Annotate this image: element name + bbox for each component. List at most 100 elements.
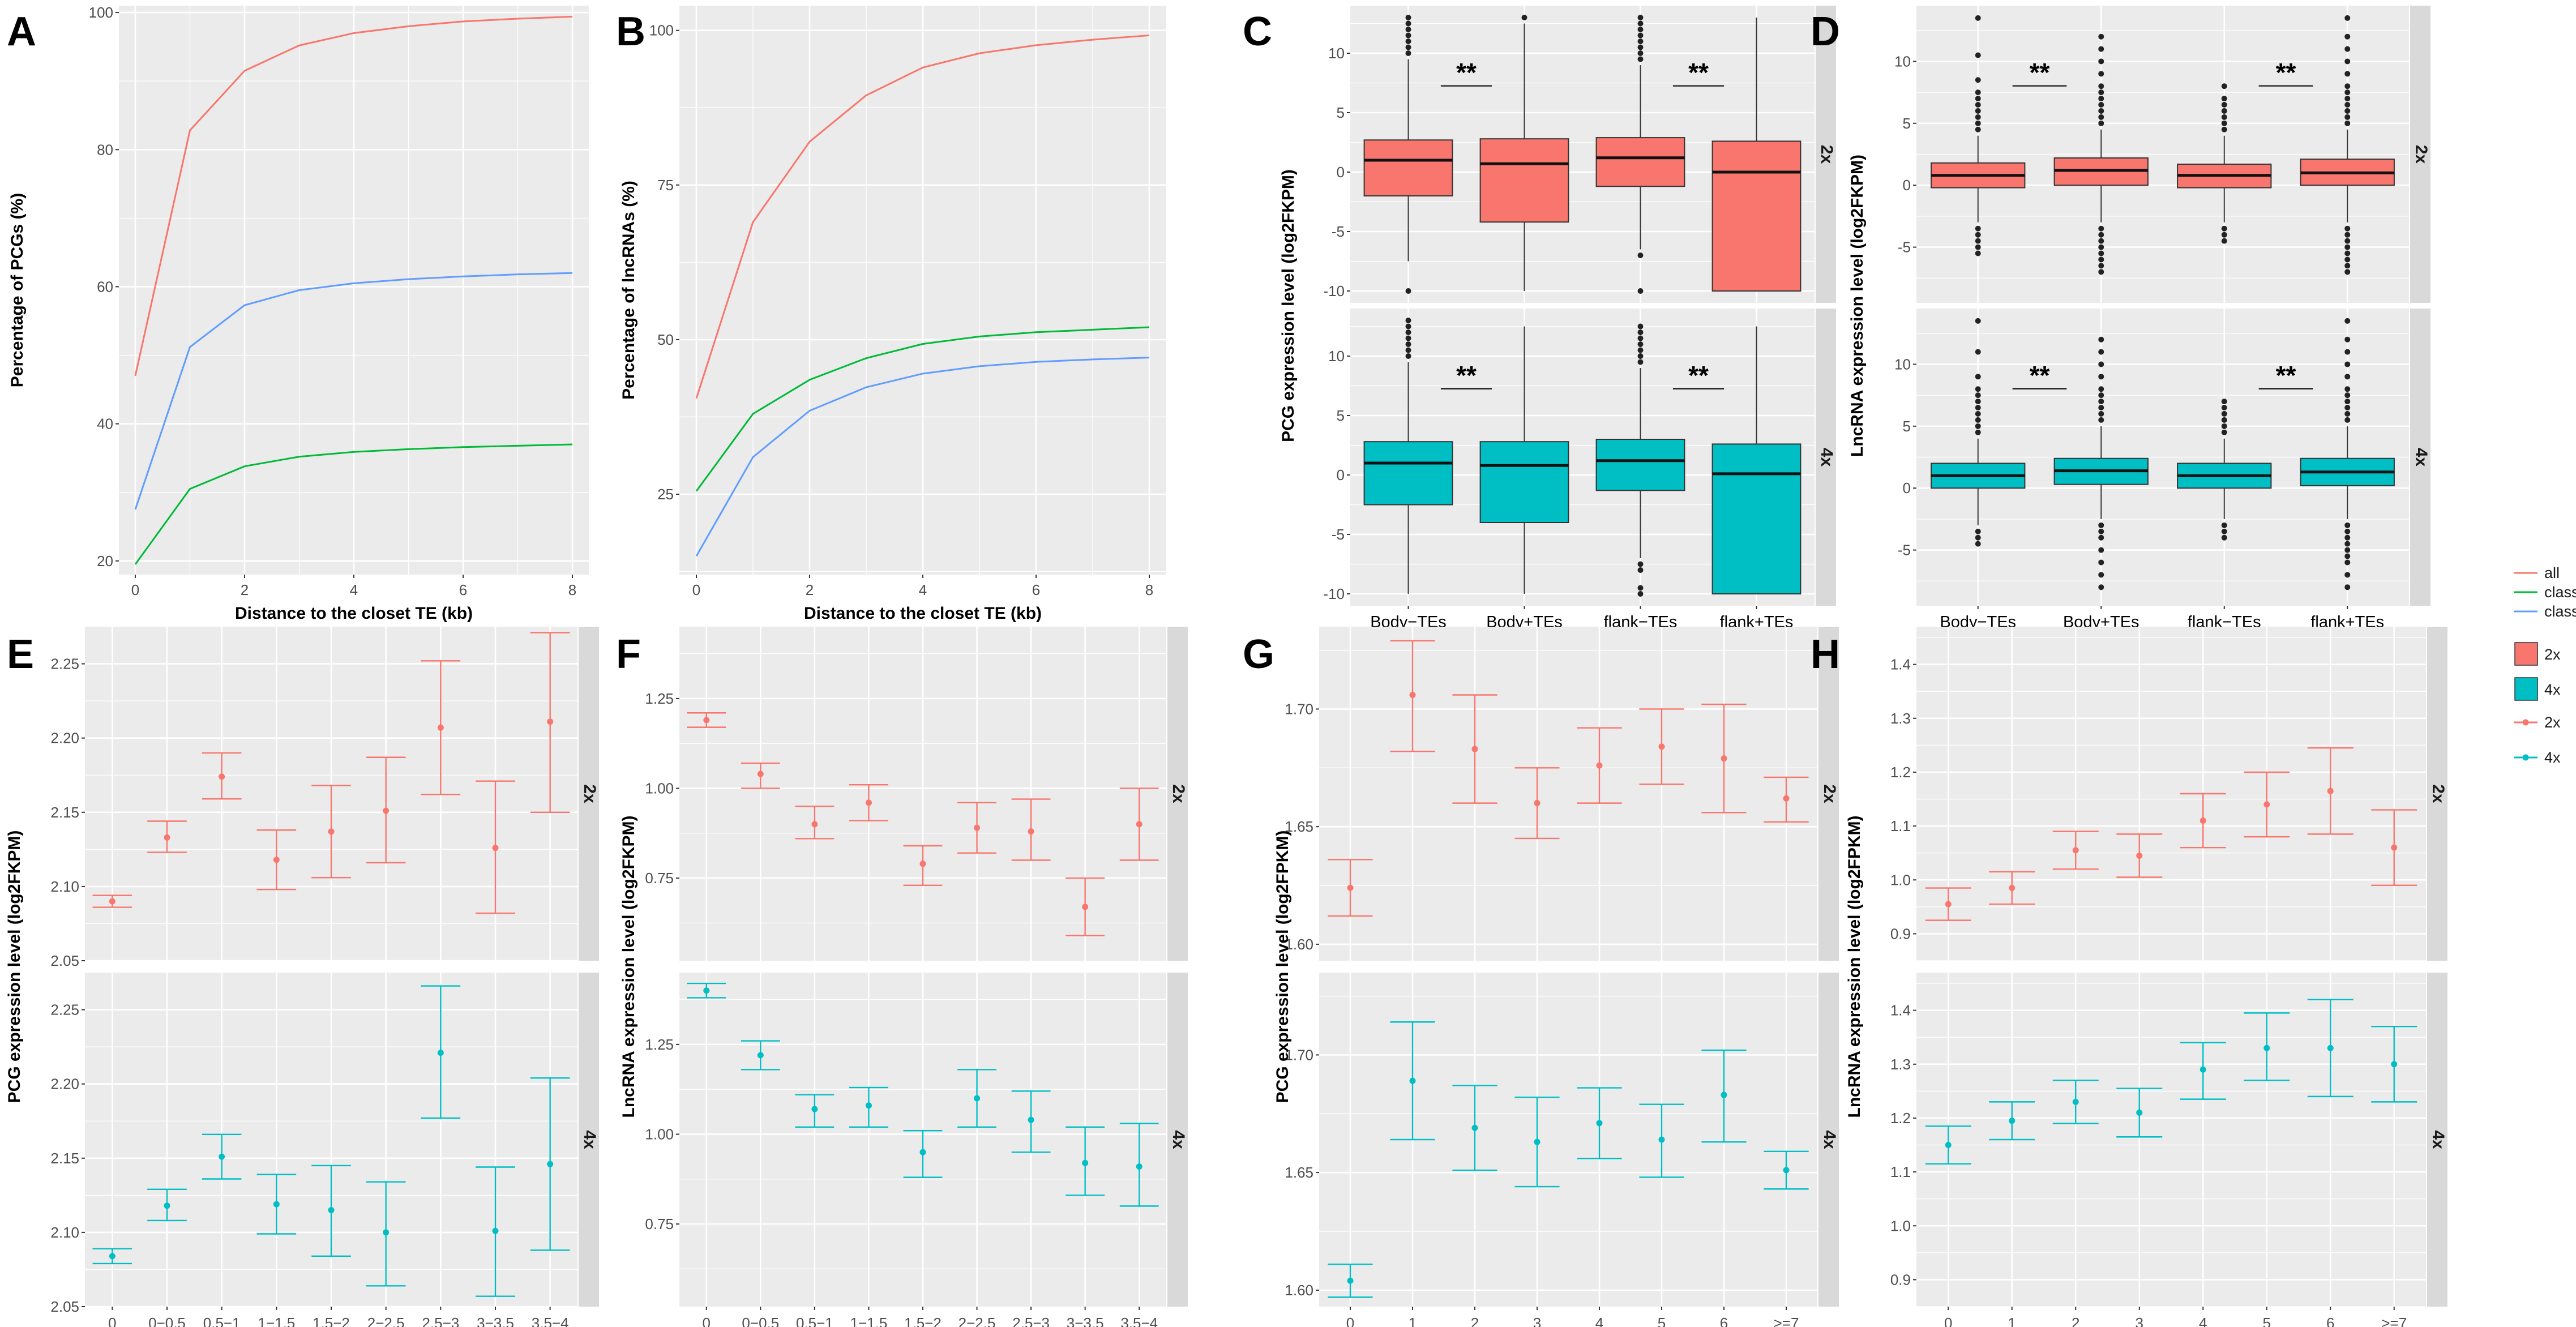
y-tick-label: 60 (97, 278, 113, 295)
outlier-point (1975, 108, 1981, 114)
x-tick-label: 8 (568, 581, 576, 598)
outlier-point (1637, 38, 1644, 44)
outlier-point (1637, 585, 1644, 591)
outlier-point (2098, 46, 2104, 52)
outlier-point (1405, 20, 1411, 27)
y-tick-label: -5 (1898, 542, 1911, 559)
outlier-point (2098, 33, 2104, 40)
legend: all class I class II 2x 4x 2x 4x (2514, 564, 2576, 766)
outlier-point (1975, 386, 1981, 392)
panel-h: 0.9 1.0 1.1 1.2 1.3 1.4 2x 0.9 1.0 1.1 1.2 1.3 1.4 4x… (1845, 627, 2447, 1327)
outlier-point (1975, 250, 1981, 256)
y-tick-label: 0.9 (1890, 925, 1911, 942)
outlier-point (2098, 96, 2104, 102)
y-tick-label: 0.9 (1890, 1271, 1911, 1288)
mean-point (273, 857, 280, 863)
box (1479, 441, 1569, 524)
outlier-point (2344, 71, 2351, 77)
x-tick-label: 2 (1471, 1315, 1479, 1327)
outlier-point (1975, 528, 1981, 534)
mean-point (1082, 904, 1089, 910)
outlier-point (2344, 553, 2351, 559)
y-axis-label: PCG expression level (log2FKPM) (1279, 169, 1298, 442)
x-tick-label: 0.5−1 (203, 1315, 241, 1327)
outlier-point (2098, 269, 2104, 275)
y-tick-label: 2.05 (50, 1298, 79, 1315)
outlier-point (2344, 58, 2351, 65)
x-tick-label: 4 (2199, 1315, 2207, 1327)
y-tick-label: 1.4 (1890, 656, 1911, 673)
outlier-point (2098, 102, 2104, 108)
outlier-point (1975, 114, 1981, 120)
outlier-point (2344, 244, 2351, 250)
outlier-point (1975, 238, 1981, 244)
outlier-point (2344, 541, 2351, 547)
outlier-point (1405, 341, 1411, 347)
outlier-point (1637, 591, 1644, 597)
y-tick-label: 75 (657, 177, 674, 194)
y-tick-label: 1.2 (1890, 764, 1911, 781)
outlier-point (2344, 386, 2351, 392)
outlier-point (1975, 225, 1981, 232)
outlier-point (1637, 27, 1644, 32)
outlier-point (2344, 114, 2351, 120)
outlier-point (1975, 318, 1981, 324)
y-tick-label: 0 (1903, 480, 1911, 496)
outlier-point (2098, 386, 2104, 392)
y-axis-label: Percentage of PCGs (%) (8, 193, 27, 387)
outlier-point (1975, 126, 1981, 132)
y-tick-label: 1.3 (1890, 1056, 1911, 1073)
y-tick-label: 1.70 (1285, 700, 1313, 717)
panel-a: 20 40 60 80 100 0 2 4 6 8 Distance to the closet T… (8, 4, 589, 623)
x-tick-label: 2−2.5 (367, 1315, 405, 1327)
outlier-point (1637, 32, 1644, 38)
y-axis-label: Percentage of lncRNAs (%) (619, 181, 638, 400)
y-tick-label: 2.15 (50, 804, 79, 821)
y-tick-label: 5 (1903, 115, 1911, 132)
series-line-class-II (134, 272, 573, 510)
outlier-point (1637, 20, 1644, 27)
outlier-point (2098, 83, 2104, 89)
mean-point (1596, 762, 1603, 769)
x-tick-label: 1 (2008, 1315, 2016, 1327)
x-tick-label: 1−1.5 (850, 1315, 888, 1327)
y-tick-label: 1.65 (1285, 818, 1313, 835)
facet-2x: 0.9 1.0 1.1 1.2 1.3 1.4 2x (1890, 627, 2447, 961)
outlier-point (1975, 392, 1981, 399)
outlier-point (1637, 252, 1644, 258)
x-tick-label: 1 (1409, 1315, 1417, 1327)
x-tick-label: 2 (241, 581, 249, 598)
outlier-point (2098, 547, 2104, 553)
x-tick-label: 0 (1346, 1315, 1354, 1327)
y-tick-label: 80 (97, 141, 113, 158)
significance-label: ** (2030, 58, 2050, 87)
outlier-point (2221, 238, 2227, 244)
outlier-point (2344, 15, 2351, 21)
outlier-point (2098, 349, 2104, 355)
outlier-point (1405, 318, 1411, 323)
outlier-point (2344, 102, 2351, 108)
outlier-point (2221, 399, 2227, 405)
facet-strip (2427, 627, 2447, 961)
outlier-point (2344, 522, 2351, 528)
outlier-point (2344, 120, 2351, 126)
mean-point (1409, 691, 1416, 698)
significance-label: ** (1456, 361, 1477, 390)
outlier-point (2098, 336, 2104, 343)
y-tick-label: 100 (649, 22, 674, 39)
x-tick-label: 3 (2136, 1315, 2143, 1327)
x-tick-label: 0−0.5 (148, 1315, 186, 1327)
facet-strip-label: 4x (580, 1130, 599, 1149)
outlier-point (2221, 126, 2227, 132)
x-tick-label: 4 (350, 581, 358, 598)
outlier-point (1975, 15, 1981, 21)
mean-point (974, 824, 981, 831)
mean-point (1596, 1120, 1603, 1127)
facet-2x: 1.60 1.65 1.70 2x (1285, 627, 1839, 961)
outlier-point (2098, 120, 2104, 126)
y-tick-label: 0 (1903, 177, 1911, 194)
outlier-point (2221, 232, 2227, 238)
outlier-point (2098, 528, 2104, 534)
y-tick-label: 0.75 (645, 1215, 674, 1232)
